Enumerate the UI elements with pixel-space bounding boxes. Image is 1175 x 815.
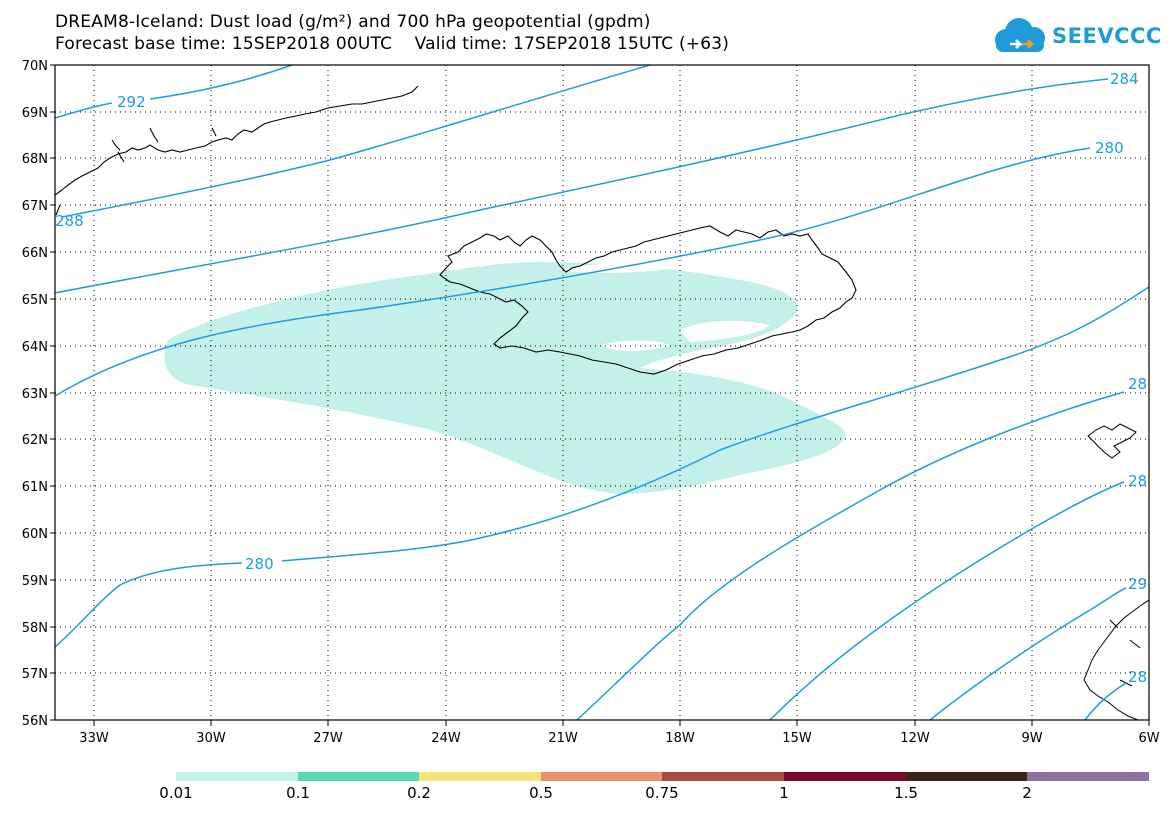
lat-label: 61N: [22, 480, 48, 495]
contour-280-upper: [54, 147, 1091, 397]
colorbar-swatch-0: [176, 772, 298, 781]
inland-clear-patch: [735, 263, 765, 275]
lat-label: 58N: [22, 621, 48, 636]
inland-clear-patch: [560, 263, 690, 273]
contour-292-east: [929, 587, 1127, 721]
colorbar-label: 0.75: [645, 784, 679, 802]
lat-label: 67N: [22, 199, 48, 214]
contour-288: [61, 64, 651, 218]
colorbar-label: 0.5: [529, 784, 553, 802]
lon-label: 6W: [1138, 731, 1159, 746]
contour-label: 288: [55, 212, 84, 230]
faroe-islands-coastline: [1087, 423, 1137, 459]
tick-marks: [50, 64, 1150, 726]
lon-label: 24W: [431, 731, 461, 746]
colorbar-swatch-3: [541, 772, 662, 781]
lat-label: 57N: [22, 667, 48, 682]
colorbar-label: 0.2: [407, 784, 431, 802]
chart-title-line1: DREAM8-Iceland: Dust load (g/m²) and 700…: [55, 12, 651, 32]
lat-label: 70N: [22, 59, 48, 74]
contour-label: 28: [1128, 472, 1147, 490]
scotland-coastline: [1083, 599, 1150, 721]
contour-284: [54, 78, 1109, 294]
colorbar-swatch-7: [1027, 772, 1149, 781]
greenland-coastline: [54, 85, 419, 216]
contour-284-east: [576, 391, 1125, 721]
lat-label: 59N: [22, 574, 48, 589]
lat-label: 66N: [22, 246, 48, 261]
iceland-coastline: [439, 225, 857, 375]
contour-296-east: [1084, 682, 1127, 721]
contour-label: 29: [1128, 575, 1147, 593]
contour-label: 280: [1095, 139, 1124, 157]
colorbar-swatch-1: [298, 772, 419, 781]
gridlines: [55, 65, 1149, 720]
colorbar-label: 1: [779, 784, 789, 802]
lat-label: 56N: [22, 714, 48, 729]
lat-label: 68N: [22, 152, 48, 167]
lat-label: 65N: [22, 293, 48, 308]
contour-label: 28: [1128, 668, 1147, 686]
contour-label: 28: [1128, 375, 1147, 393]
contour-288-east: [769, 481, 1125, 721]
geopotential-contours: [54, 64, 1150, 721]
lon-label: 30W: [196, 731, 226, 746]
colorbar-swatch-6: [906, 772, 1027, 781]
contour-label: 280: [245, 555, 274, 573]
lat-label: 62N: [22, 433, 48, 448]
lat-label: 63N: [22, 387, 48, 402]
colorbar-swatch-2: [419, 772, 541, 781]
logo-text: SEEVCCC: [1052, 24, 1162, 48]
colorbar-swatch-5: [784, 772, 906, 781]
lat-label: 69N: [22, 106, 48, 121]
inland-clear-patch: [680, 320, 770, 342]
seevccc-logo: SEEVCCC: [988, 12, 1163, 64]
cloud-icon: [995, 18, 1045, 52]
colorbar-label: 1.5: [894, 784, 918, 802]
dust-region: [164, 262, 846, 494]
lon-label: 12W: [900, 731, 930, 746]
contour-label: 292: [117, 93, 146, 111]
contour-label: 284: [1110, 70, 1139, 88]
lat-label: 64N: [22, 340, 48, 355]
lon-label: 27W: [313, 731, 343, 746]
lon-label: 15W: [782, 731, 812, 746]
lon-label: 9W: [1021, 731, 1042, 746]
contour-280-lower: [54, 286, 1150, 648]
lon-label: 33W: [79, 731, 109, 746]
lat-label: 60N: [22, 527, 48, 542]
colorbar-label: 2: [1022, 784, 1032, 802]
colorbar-label: 0.1: [286, 784, 310, 802]
chart-title-line2: Forecast base time: 15SEP2018 00UTC Vali…: [55, 34, 730, 54]
colorbar: [176, 772, 1149, 781]
lon-label: 21W: [548, 731, 578, 746]
colorbar-swatch-4: [662, 772, 784, 781]
lon-label: 18W: [665, 731, 695, 746]
colorbar-label: 0.01: [159, 784, 193, 802]
contour-292: [54, 64, 293, 119]
